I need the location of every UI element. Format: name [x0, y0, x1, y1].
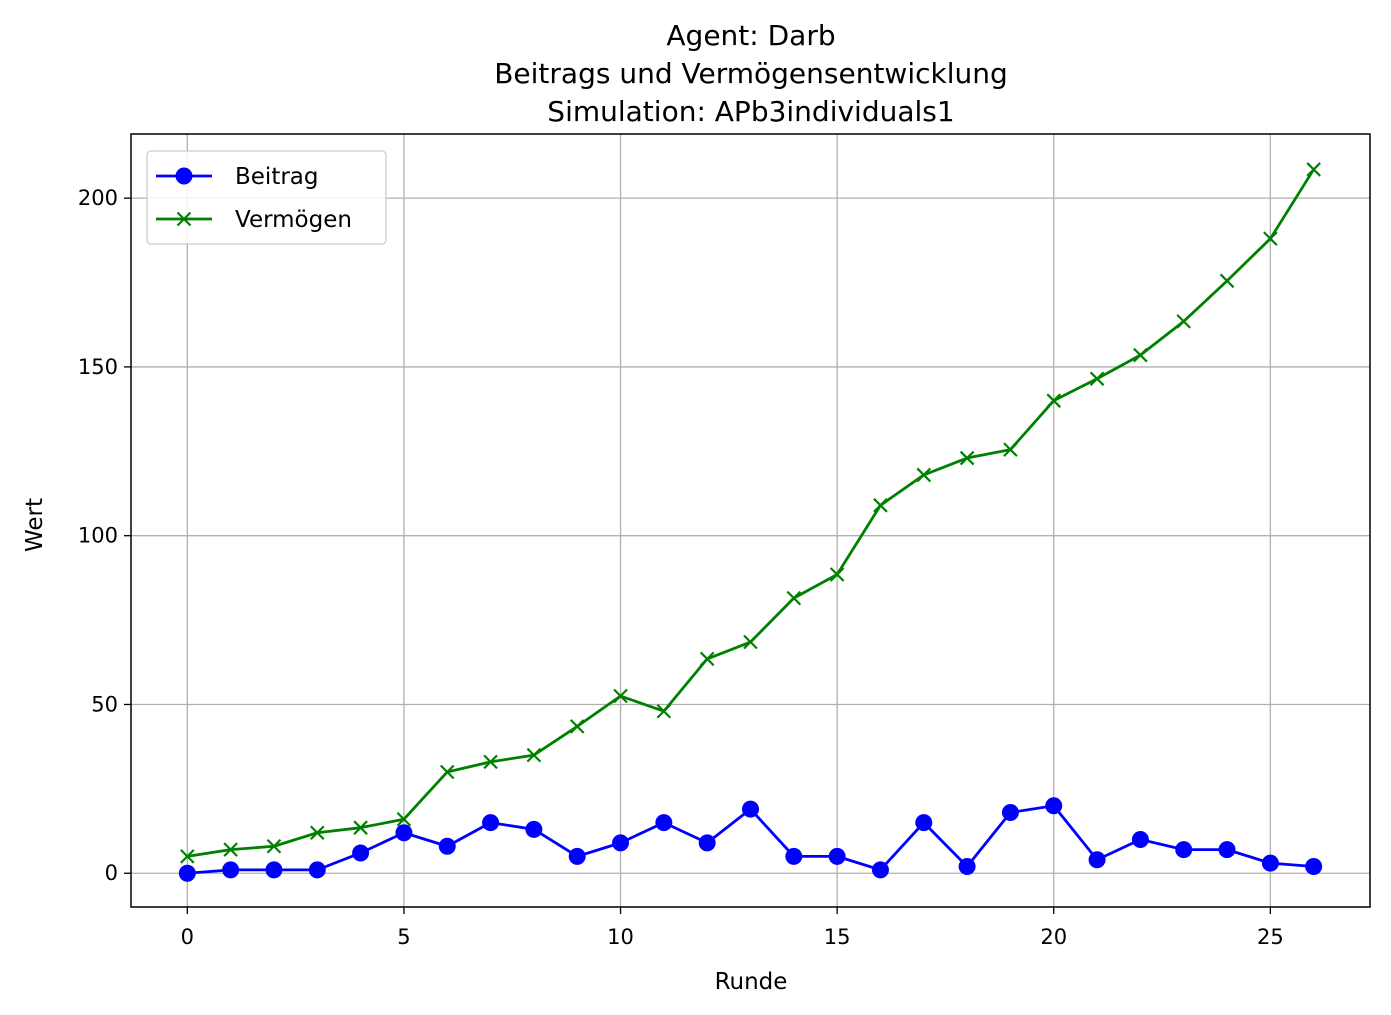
y-tick-label: 100 [78, 524, 118, 548]
data-point [222, 861, 240, 879]
data-point [915, 814, 933, 832]
legend-box [146, 150, 387, 245]
data-point [1045, 797, 1063, 815]
data-point [308, 861, 326, 879]
x-tick-label: 5 [397, 925, 410, 949]
data-point [1003, 442, 1018, 457]
data-point [1001, 803, 1019, 821]
data-point [699, 651, 715, 667]
title-line-2: Beitrags und Vermögensentwicklung [494, 57, 1008, 90]
x-tick-label: 10 [607, 925, 634, 949]
data-point [1305, 857, 1323, 875]
data-point [1133, 347, 1148, 363]
legend-marker [176, 211, 192, 227]
data-point [786, 590, 802, 606]
data-point [916, 467, 932, 483]
y-tick-label: 150 [78, 355, 118, 379]
data-point [223, 842, 238, 857]
data-point [569, 719, 585, 734]
data-point [655, 814, 673, 832]
data-point [1263, 231, 1278, 246]
data-point [310, 825, 325, 841]
y-tick-label: 200 [78, 186, 118, 210]
data-point [613, 688, 628, 704]
data-point [698, 834, 716, 852]
title-line-1: Agent: Darb [666, 19, 835, 52]
data-point [829, 567, 845, 582]
x-tick-label: 25 [1257, 925, 1284, 949]
data-point [1089, 371, 1105, 387]
legend-item: Vermögen [156, 207, 352, 233]
grid-lines [131, 134, 1370, 907]
data-point [352, 844, 370, 862]
title-line-3: Simulation: APb3individuals1 [547, 95, 954, 128]
data-point [266, 838, 282, 854]
data-point [525, 820, 543, 838]
x-tick-label: 15 [824, 925, 851, 949]
data-point [439, 764, 455, 780]
legend-label: Vermögen [235, 207, 352, 233]
data-point [1306, 162, 1321, 177]
data-point [1046, 393, 1062, 408]
data-point [656, 703, 672, 719]
data-point [1219, 273, 1235, 289]
data-point [180, 849, 195, 864]
data-point [871, 861, 889, 879]
data-point [743, 634, 758, 650]
data-point [395, 824, 413, 842]
data-point [396, 811, 412, 827]
data-point [1176, 314, 1191, 329]
legend: Beitrag Vermögen [146, 150, 387, 245]
x-tick-label: 0 [181, 925, 194, 949]
series-beitrag [178, 797, 1323, 882]
x-axis-label: Runde [715, 969, 788, 995]
legend-marker [175, 167, 193, 185]
data-point [785, 847, 803, 865]
data-point [178, 864, 196, 882]
data-point [958, 857, 976, 875]
data-point [353, 820, 368, 835]
data-point [873, 498, 888, 513]
series-vermoegen [180, 162, 1321, 864]
data-point [1261, 854, 1279, 872]
data-point [483, 754, 498, 770]
data-point [1088, 851, 1106, 869]
data-point [959, 450, 975, 466]
plot-frame [130, 133, 1371, 908]
series-layer [178, 162, 1323, 882]
data-point [526, 747, 542, 763]
data-point [612, 834, 630, 852]
data-point [568, 847, 586, 865]
chart-title: Agent: Darb Beitrags und Vermögensentwic… [494, 19, 1008, 128]
data-point [828, 847, 846, 865]
data-point [482, 814, 500, 832]
x-tick-label: 20 [1040, 925, 1067, 949]
legend-label: Beitrag [235, 164, 319, 190]
y-tick-label: 0 [105, 861, 118, 885]
data-point [1131, 830, 1149, 848]
data-point [1175, 841, 1193, 859]
data-point [742, 800, 759, 818]
y-axis-label: Wert [22, 498, 48, 552]
data-point [438, 837, 456, 855]
data-point [1218, 841, 1236, 859]
legend-item: Beitrag [156, 164, 319, 190]
y-tick-label: 50 [91, 692, 118, 716]
axis-ticks: 0 5 10 15 20 25 0 50 100 150 200 [78, 186, 1284, 949]
data-point [265, 861, 283, 879]
